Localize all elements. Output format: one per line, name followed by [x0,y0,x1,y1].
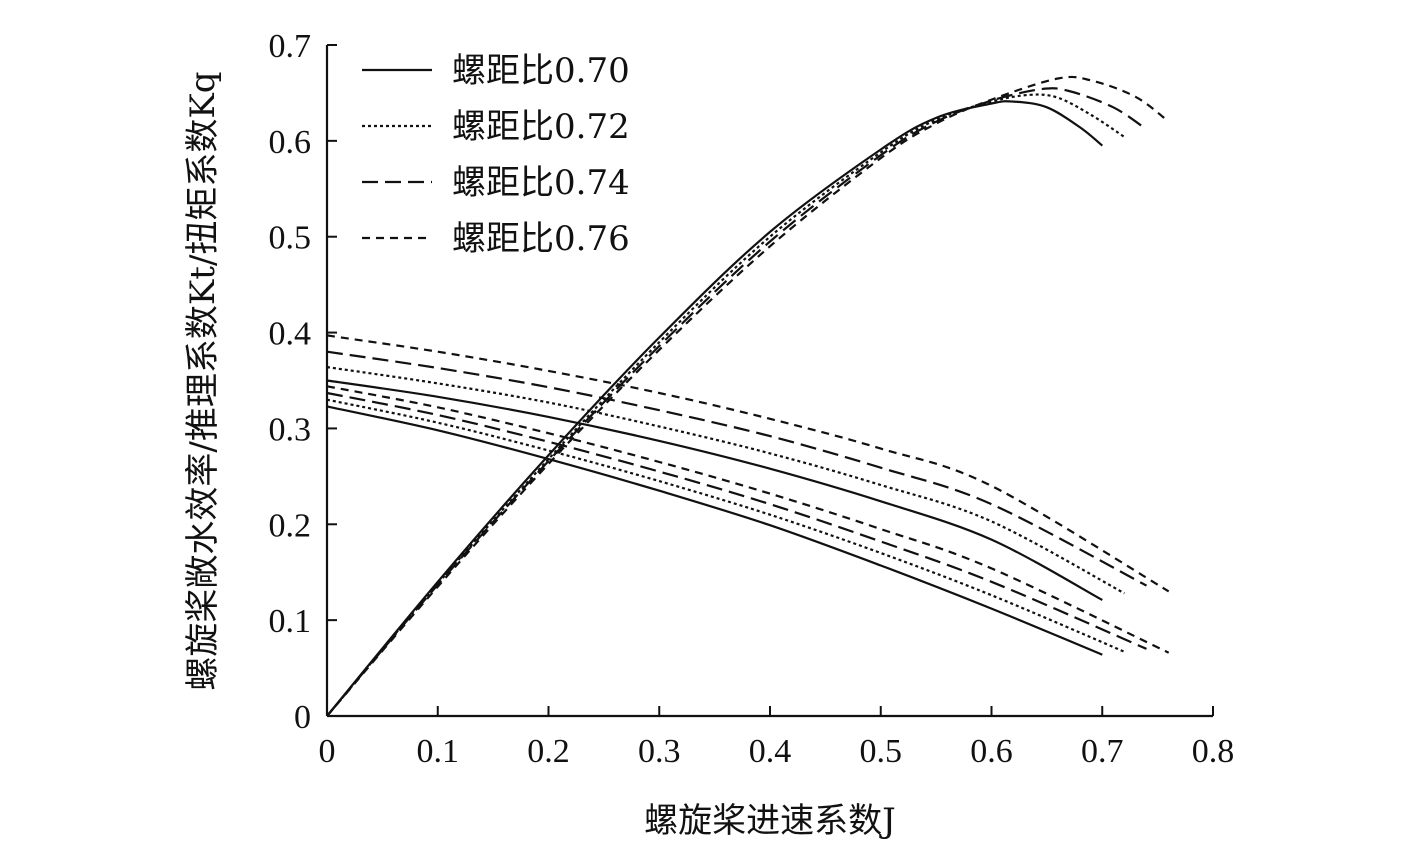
series-3-kt-line [326,385,1170,654]
series-3-kq-line [326,334,1170,593]
legend-label-0: 螺距比0.70 [452,51,630,91]
series-3-efficiency-line [326,75,1170,717]
x-tick-label: 0.8 [1192,733,1235,770]
series-1-kt-line [326,398,1125,653]
y-tick-label: 0.7 [269,28,312,65]
x-tick-label: 0.5 [860,733,903,770]
series-2-efficiency-line [326,87,1148,717]
legend-label-2: 螺距比0.74 [452,163,630,203]
series-0-kt-line [326,405,1103,656]
y-tick-label: 0.1 [269,603,312,640]
ticks: 0 0.1 0.2 0.3 0.4 0.5 0.6 0.7 0.8 0 0.1 0.2 0.3 0.4 0.… [269,28,1235,770]
y-tick-label: 0 [294,699,311,736]
series-2-kq-line [326,350,1148,587]
plot-lines [326,75,1170,717]
x-tick-label: 0.1 [417,733,460,770]
x-tick-label: 0.7 [1081,733,1124,770]
x-tick-label: 0.4 [749,733,792,770]
y-tick-label: 0.5 [269,220,312,257]
series-0-efficiency-line [326,100,1103,717]
series-1-efficiency-line [326,93,1126,717]
x-axis-title: 螺旋桨进速系数J [644,801,896,841]
x-tick-label: 0.6 [970,733,1013,770]
y-tick-label: 0.6 [269,124,312,161]
y-tick-label: 0.3 [269,411,312,448]
series-0-kq-line [326,379,1103,601]
series-1-kq-line [326,366,1125,595]
x-tick-label: 0.2 [527,733,570,770]
y-tick-label: 0.4 [269,316,312,353]
legend-label-1: 螺距比0.72 [452,107,630,147]
series-2-kt-line [326,391,1147,650]
y-tick-label: 0.2 [269,507,312,544]
x-tick-label: 0.3 [638,733,681,770]
legend: 螺距比0.70 螺距比0.72 螺距比0.74 螺距比0.76 [362,51,630,259]
x-tick-label: 0 [319,733,336,770]
legend-label-3: 螺距比0.76 [452,219,630,259]
y-axis-title: 螺旋桨敞水效率/推理系数Kt/扭矩系数Kq [183,71,223,690]
